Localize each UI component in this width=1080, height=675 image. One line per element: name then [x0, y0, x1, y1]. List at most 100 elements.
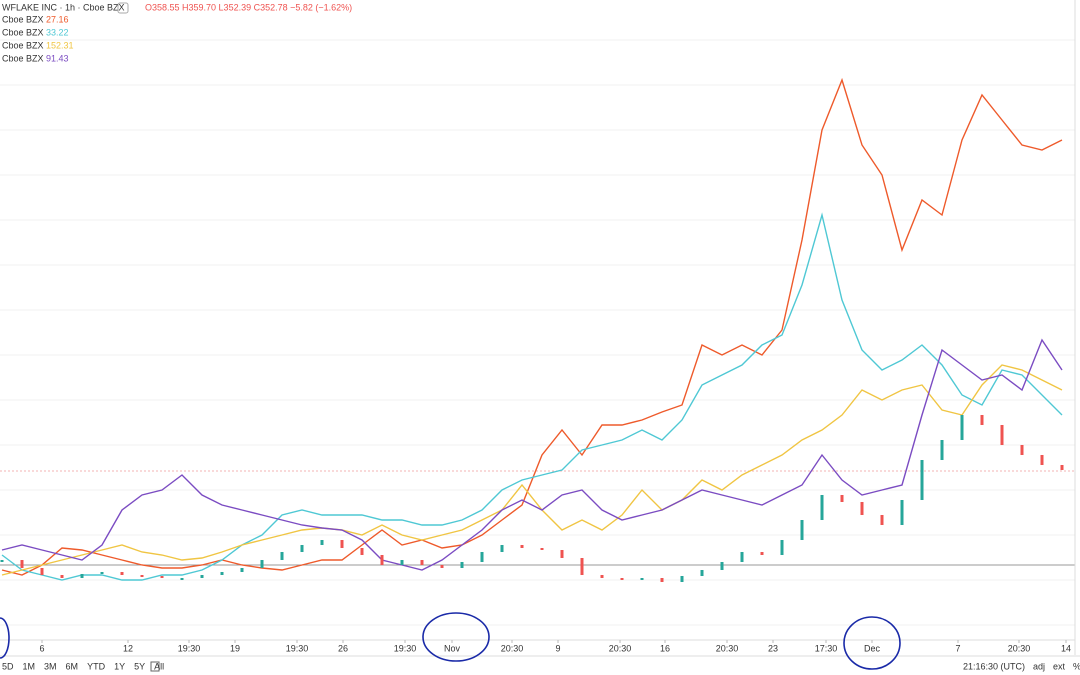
range-button[interactable]: 6M [66, 661, 79, 671]
candle [260, 560, 264, 568]
x-tick-label: Nov [444, 643, 461, 653]
candle [220, 572, 224, 575]
candle [120, 572, 124, 575]
candle [1060, 465, 1064, 470]
x-tick-label: 7 [955, 643, 960, 653]
visibility-toggle[interactable] [117, 2, 129, 14]
range-button[interactable]: 5Y [134, 661, 145, 671]
x-tick-label: 19:30 [286, 643, 309, 653]
annotations [0, 612, 901, 670]
range-button[interactable]: 5D [2, 661, 14, 671]
option-button[interactable]: % [1073, 661, 1080, 671]
candle [720, 562, 724, 570]
candle [820, 495, 824, 520]
x-tick-label: 26 [338, 643, 348, 653]
candle [20, 560, 24, 568]
candle [40, 568, 44, 575]
symbol-title: WFLAKE INC · 1h · Cboe BZX [2, 2, 125, 12]
candle [140, 575, 144, 577]
x-tick-label: 19 [230, 643, 240, 653]
legend-name: Cboe BZX [2, 27, 44, 37]
candle [1040, 455, 1044, 465]
x-tick-label: 19:30 [394, 643, 417, 653]
candle [300, 545, 304, 552]
candle [1020, 445, 1024, 455]
candle [660, 578, 664, 582]
candle [460, 562, 464, 568]
legend-name: Cboe BZX [2, 14, 44, 24]
candle [180, 578, 184, 580]
candle [980, 415, 984, 425]
x-tick-label: 16 [660, 643, 670, 653]
candle [60, 575, 64, 578]
candle [780, 540, 784, 555]
range-button[interactable]: 1Y [114, 661, 125, 671]
x-tick-label: 23 [768, 643, 778, 653]
legend-name: Cboe BZX [2, 40, 44, 50]
candle [480, 552, 484, 562]
legend-value: 27.16 [46, 14, 69, 24]
candle [360, 548, 364, 555]
candle [160, 576, 164, 578]
candle [400, 560, 404, 565]
candle [340, 540, 344, 548]
candle [100, 572, 104, 574]
series-line [1, 364, 1063, 576]
candle [760, 552, 764, 555]
candle [0, 560, 4, 562]
x-tick-label: 14 [1061, 643, 1071, 653]
candle [80, 574, 84, 578]
series-line [1, 212, 1063, 581]
range-button[interactable]: 3M [44, 661, 57, 671]
candle [500, 545, 504, 552]
candle [520, 545, 524, 548]
ohlc: O358.55 H359.70 L352.39 C352.78 −5.82 (−… [145, 2, 352, 12]
candle [280, 552, 284, 560]
candle [320, 540, 324, 545]
legend-value: 33.22 [46, 27, 69, 37]
candle [560, 550, 564, 558]
candle [840, 495, 844, 502]
candle [420, 560, 424, 565]
candle [880, 515, 884, 525]
x-tick-label: Dec [864, 643, 881, 653]
range-button[interactable]: All [154, 661, 164, 671]
candle [900, 500, 904, 525]
candle [920, 460, 924, 500]
candle [860, 502, 864, 515]
candle [580, 558, 584, 575]
clock: 21:16:30 (UTC) [963, 661, 1025, 671]
grid [0, 39, 1075, 626]
candle [440, 565, 444, 568]
candle [600, 575, 604, 578]
candle [680, 576, 684, 582]
x-tick-label: 20:30 [609, 643, 632, 653]
candle [640, 578, 644, 580]
candle [380, 555, 384, 565]
candle [800, 520, 804, 540]
candle [740, 552, 744, 562]
option-button[interactable]: adj [1033, 661, 1045, 671]
x-tick-label: 12 [123, 643, 133, 653]
legend-value: 152.31 [46, 40, 74, 50]
x-tick-label: 20:30 [501, 643, 524, 653]
candle [240, 568, 244, 572]
x-tick-label: 19:30 [178, 643, 201, 653]
candle [200, 575, 204, 578]
candle [700, 570, 704, 576]
settings-icon[interactable] [150, 661, 160, 672]
legend-name: Cboe BZX [2, 53, 44, 63]
x-tick-label: 9 [555, 643, 560, 653]
candle [940, 440, 944, 460]
x-tick-label: 20:30 [716, 643, 739, 653]
candle [540, 548, 544, 550]
range-button[interactable]: 1M [23, 661, 36, 671]
series-line [1, 338, 1063, 571]
series-line [1, 77, 1063, 576]
range-button[interactable]: YTD [87, 661, 106, 671]
candle [1000, 425, 1004, 445]
candle [620, 578, 624, 580]
option-button[interactable]: ext [1053, 661, 1066, 671]
x-tick-label: 17:30 [815, 643, 838, 653]
